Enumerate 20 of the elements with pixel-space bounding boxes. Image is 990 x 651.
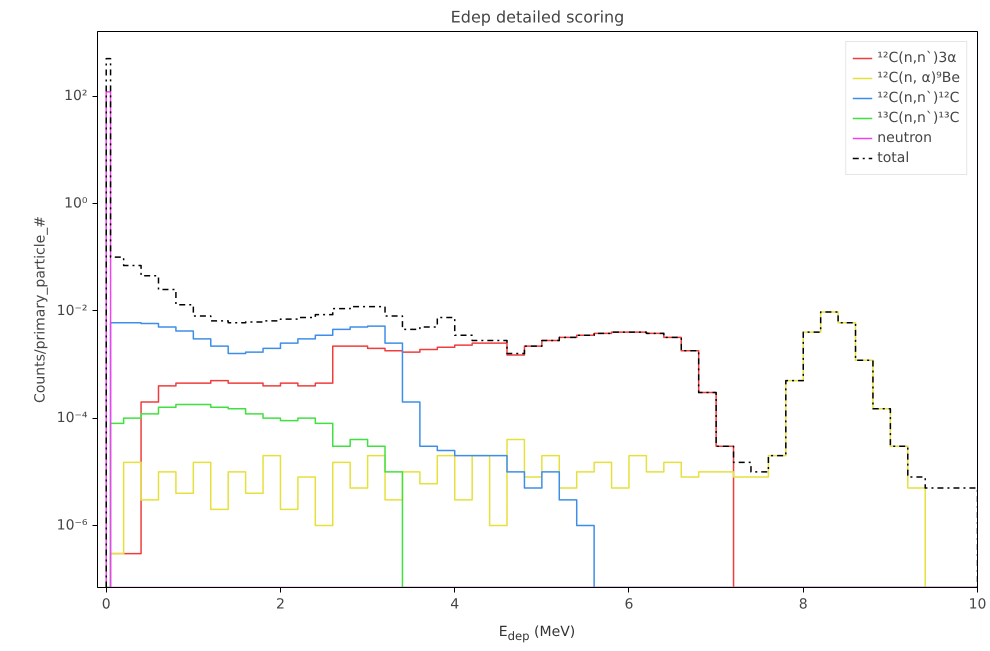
y-tick-label: 10⁰	[64, 195, 88, 212]
legend-label: total	[877, 150, 910, 166]
legend-label: ¹²C(n,n`)3α	[877, 50, 956, 66]
y-tick-label: 10⁻⁶	[56, 518, 88, 534]
x-tick-label: 4	[450, 596, 460, 612]
y-axis-title: Counts/primary_particle_#	[32, 216, 49, 403]
chart-title: Edep detailed scoring	[450, 8, 624, 26]
legend-label: neutron	[877, 130, 932, 146]
legend-label: ¹²C(n, α)⁹Be	[877, 70, 960, 86]
y-tick-label: 10²	[64, 88, 88, 104]
x-tick-label: 10	[968, 596, 986, 612]
x-axis-title: E$_{dep}$ (MeV)	[498, 623, 576, 644]
x-tick-label: 0	[102, 596, 111, 612]
y-tick-label: 10⁻²	[56, 302, 88, 319]
legend-label: ¹²C(n,n`)¹²C	[877, 90, 960, 106]
y-tick-label: 10⁻⁴	[56, 410, 88, 426]
legend-label: ¹³C(n,n`)¹³C	[877, 110, 960, 126]
x-tick-label: 6	[624, 596, 634, 612]
x-tick-label: 8	[798, 596, 808, 612]
x-tick-label: 2	[276, 596, 285, 612]
